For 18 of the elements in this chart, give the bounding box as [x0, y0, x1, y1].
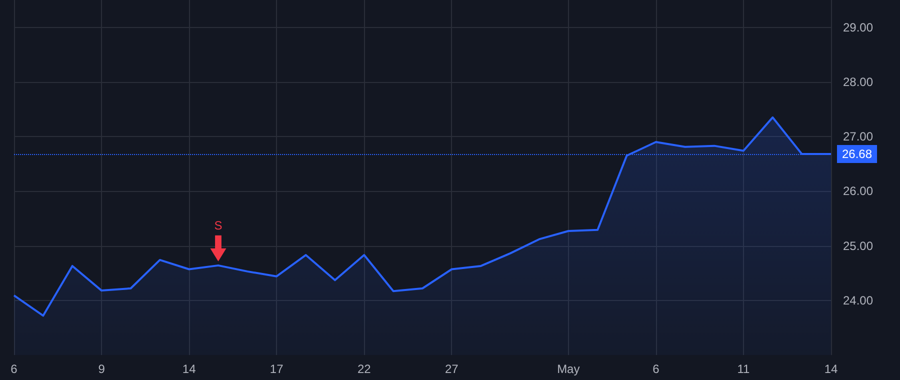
- y-tick-label: 25.00: [843, 238, 874, 253]
- x-tick-label: 6: [10, 362, 18, 376]
- x-tick-label: May: [557, 362, 580, 376]
- y-tick-label: 24.00: [843, 293, 874, 308]
- ref-line-label: 26.68: [842, 147, 872, 162]
- annotation: S: [214, 218, 222, 232]
- x-tick-label: 22: [357, 362, 372, 376]
- x-tick-label: 14: [182, 362, 196, 376]
- x-tick-label: 9: [98, 362, 106, 376]
- x-tick-label: 11: [737, 362, 750, 376]
- y-tick-label: 27.00: [843, 130, 874, 144]
- y-tick-label: 29.00: [843, 20, 874, 34]
- y-tick-label: 26.00: [843, 184, 874, 198]
- x-tick-label: 14: [824, 362, 838, 376]
- x-tick-label: 6: [652, 362, 660, 376]
- y-tick-label: 28.00: [843, 74, 874, 89]
- x-tick-label: 27: [445, 362, 459, 376]
- x-tick-label: 17: [270, 362, 284, 376]
